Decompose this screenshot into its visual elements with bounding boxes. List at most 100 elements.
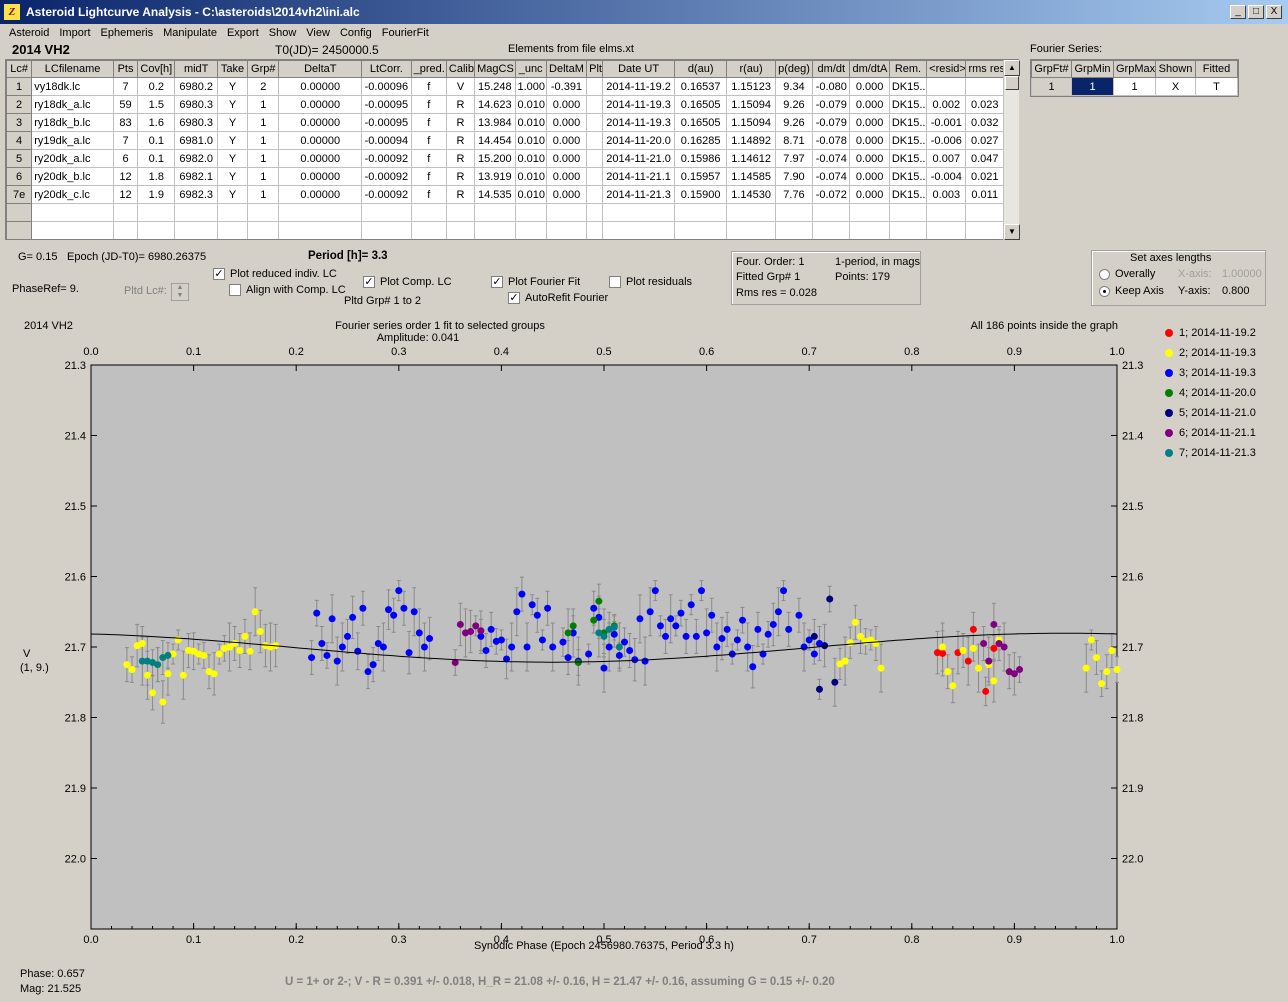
table-cell[interactable]: R	[445, 185, 476, 204]
table-cell[interactable]: -0.391	[545, 77, 588, 96]
table-cell[interactable]	[112, 221, 139, 239]
table-cell[interactable]: 8.71	[774, 131, 814, 150]
table-cell[interactable]: 1.14612	[726, 149, 776, 168]
table-cell[interactable]: 0.000	[849, 95, 890, 114]
table-cell[interactable]: 0.002	[926, 95, 967, 114]
table-cell[interactable]	[673, 221, 728, 239]
table-cell[interactable]	[774, 203, 814, 222]
table-cell[interactable]	[726, 203, 776, 222]
table-cell[interactable]: 0.032	[965, 113, 1004, 132]
scroll-thumb[interactable]	[1005, 76, 1019, 90]
table-cell[interactable]: 0.16285	[673, 131, 728, 150]
fourier-cell[interactable]: X	[1155, 77, 1196, 96]
table-cell[interactable]: f	[410, 149, 447, 168]
phaseref-value[interactable]: PhaseRef= 9.	[12, 283, 79, 295]
table-cell[interactable]: 1.6	[137, 113, 176, 132]
table-cell[interactable]: -0.00092	[361, 185, 412, 204]
table-cell[interactable]: 0.000	[849, 113, 890, 132]
table-cell[interactable]: 0.011	[965, 185, 1004, 204]
table-cell[interactable]	[361, 221, 412, 239]
menu-export[interactable]: Export	[226, 27, 259, 39]
menu-fourierfit[interactable]: FourierFit	[381, 27, 429, 39]
plot-reduced-checkbox[interactable]: ✓ Plot reduced indiv. LC	[213, 268, 337, 281]
row-header[interactable]: 1	[6, 77, 33, 96]
keep-axis-radio[interactable]: Keep Axis	[1099, 285, 1164, 297]
table-cell[interactable]: ry20dk_c.lc	[31, 185, 114, 204]
table-cell[interactable]: 0.027	[965, 131, 1004, 150]
table-cell[interactable]	[888, 221, 928, 239]
table-cell[interactable]: 7.97	[774, 149, 814, 168]
column-header[interactable]: p(deg)	[774, 60, 814, 78]
table-cell[interactable]	[278, 203, 363, 222]
table-cell[interactable]: 1	[247, 185, 280, 204]
table-cell[interactable]: 1.8	[137, 167, 176, 186]
spinner-up-icon[interactable]: ▲	[176, 284, 184, 291]
table-cell[interactable]: 0.010	[514, 131, 547, 150]
table-cell[interactable]: -0.004	[926, 167, 967, 186]
table-cell[interactable]: 9.26	[774, 95, 814, 114]
column-header[interactable]: LtCorr.	[361, 60, 412, 78]
fourier-column-header[interactable]: Shown	[1155, 60, 1196, 78]
table-cell[interactable]: -0.080	[812, 77, 851, 96]
table-cell[interactable]	[31, 203, 114, 222]
table-cell[interactable]	[926, 221, 967, 239]
table-cell[interactable]: 6980.3	[174, 95, 218, 114]
table-cell[interactable]: 0.047	[965, 149, 1004, 168]
fourier-cell[interactable]: 1	[1031, 77, 1072, 96]
scroll-up-icon[interactable]: ▲	[1004, 60, 1020, 76]
menu-asteroid[interactable]: Asteroid	[9, 27, 50, 39]
fourier-column-header[interactable]: GrpMax	[1113, 60, 1156, 78]
column-header[interactable]: _pred.	[410, 60, 447, 78]
table-cell[interactable]: 0.00000	[278, 131, 363, 150]
table-cell[interactable]: 2014-11-19.3	[602, 95, 675, 114]
table-cell[interactable]: -0.001	[926, 113, 967, 132]
table-cell[interactable]: R	[445, 149, 476, 168]
table-cell[interactable]: 1.14585	[726, 167, 776, 186]
table-cell[interactable]	[216, 203, 249, 222]
table-cell[interactable]: 1.9	[137, 185, 176, 204]
table-cell[interactable]	[926, 77, 967, 96]
table-cell[interactable]: 0.007	[926, 149, 967, 168]
table-cell[interactable]: 7.76	[774, 185, 814, 204]
table-cell[interactable]	[602, 203, 675, 222]
table-cell[interactable]: 0.000	[545, 131, 588, 150]
table-cell[interactable]: 9.26	[774, 113, 814, 132]
table-cell[interactable]: R	[445, 95, 476, 114]
table-cell[interactable]: 1.000	[514, 77, 547, 96]
table-cell[interactable]	[31, 221, 114, 239]
table-cell[interactable]: 0.010	[514, 95, 547, 114]
fourier-column-header[interactable]: GrpMin	[1071, 60, 1114, 78]
table-cell[interactable]: 1.15094	[726, 95, 776, 114]
empty-row[interactable]	[6, 221, 1004, 239]
pltd-lc-spinner[interactable]: ▲ ▼	[171, 283, 189, 301]
table-cell[interactable]: -0.074	[812, 149, 851, 168]
fourier-column-header[interactable]: GrpFt#	[1031, 60, 1072, 78]
table-cell[interactable]	[586, 131, 604, 150]
column-header[interactable]: Lc#	[6, 60, 33, 78]
table-cell[interactable]: 0.000	[545, 95, 588, 114]
column-header[interactable]: <resid>	[926, 60, 967, 78]
lightcurve-chart[interactable]: 2014 VH2 Fourier series order 1 fit to s…	[20, 313, 1150, 955]
table-cell[interactable]	[586, 113, 604, 132]
table-cell[interactable]: 2014-11-21.3	[602, 185, 675, 204]
table-cell[interactable]: 14.535	[474, 185, 516, 204]
column-header[interactable]: MagCS	[474, 60, 516, 78]
menu-show[interactable]: Show	[268, 27, 297, 39]
table-cell[interactable]: 0.00000	[278, 149, 363, 168]
table-cell[interactable]: 2014-11-21.1	[602, 167, 675, 186]
table-cell[interactable]: 12	[112, 185, 139, 204]
autorefit-checkbox[interactable]: ✓ AutoRefit Fourier	[508, 292, 608, 305]
table-cell[interactable]: 1	[247, 95, 280, 114]
table-cell[interactable]: R	[445, 131, 476, 150]
table-cell[interactable]: 6982.1	[174, 167, 218, 186]
table-cell[interactable]	[174, 203, 218, 222]
plot-comp-checkbox[interactable]: ✓ Plot Comp. LC	[363, 276, 452, 289]
column-header[interactable]: _unc	[514, 60, 547, 78]
table-cell[interactable]: 1.14530	[726, 185, 776, 204]
column-header[interactable]: dm/dt	[812, 60, 851, 78]
column-header[interactable]: dm/dtA	[849, 60, 890, 78]
column-header[interactable]: r(au)	[726, 60, 776, 78]
table-cell[interactable]: 0.16505	[673, 113, 728, 132]
table-cell[interactable]: Y	[216, 131, 249, 150]
